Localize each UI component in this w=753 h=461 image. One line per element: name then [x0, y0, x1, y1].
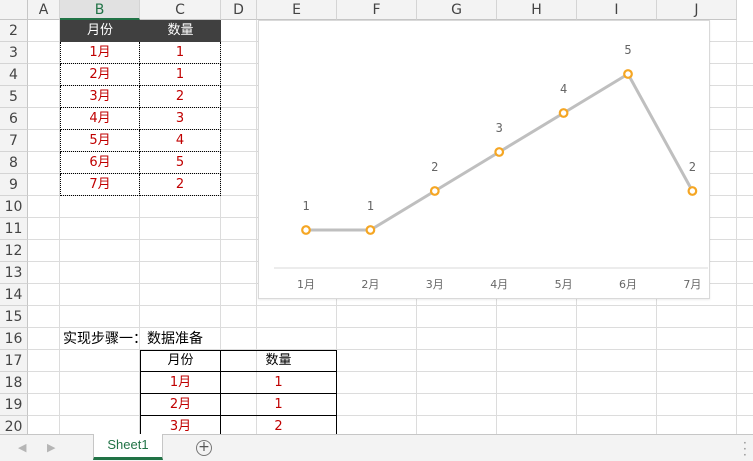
table1-cell[interactable]: 1月	[60, 42, 140, 64]
data-label: 2	[431, 160, 438, 174]
table2-cell[interactable]: 2	[221, 416, 337, 434]
row-header-19[interactable]: 19	[0, 394, 28, 416]
table1-cell[interactable]: 3	[140, 108, 221, 130]
data-label: 4	[560, 82, 567, 96]
table2-cell[interactable]: 1	[221, 372, 337, 394]
row-gridline	[28, 371, 753, 372]
row-gridline	[28, 415, 753, 416]
x-tick-label: 4月	[490, 278, 508, 291]
column-header-i[interactable]: I	[577, 0, 657, 20]
x-tick-label: 3月	[426, 278, 444, 291]
data-point[interactable]	[623, 69, 633, 79]
data-point[interactable]	[687, 186, 698, 196]
x-tick-label: 7月	[683, 278, 701, 291]
row-header-17[interactable]: 17	[0, 350, 28, 372]
row-header-9[interactable]: 9	[0, 174, 28, 196]
row-header-12[interactable]: 12	[0, 240, 28, 262]
column-header-j[interactable]: J	[657, 0, 737, 20]
table2-header-cell[interactable]: 月份	[140, 350, 221, 372]
add-sheet-icon[interactable]: +	[196, 440, 212, 456]
table2-cell[interactable]: 1月	[140, 372, 221, 394]
column-header-f[interactable]: F	[337, 0, 417, 20]
row-header-2[interactable]: 2	[0, 20, 28, 42]
scroll-right-icon[interactable]: ▶	[47, 441, 56, 454]
step-label[interactable]: 实现步骤一：数据准备	[63, 331, 203, 347]
row-gridline	[28, 349, 753, 350]
table1-cell[interactable]: 5月	[60, 130, 140, 152]
table1-cell[interactable]: 2	[140, 86, 221, 108]
row-gridline	[28, 327, 753, 328]
x-tick-label: 6月	[619, 278, 637, 291]
table1-cell[interactable]: 1	[140, 42, 221, 64]
column-gridline	[256, 20, 257, 434]
x-tick-label: 2月	[361, 278, 379, 291]
data-point[interactable]	[558, 108, 569, 118]
row-gridline	[28, 305, 753, 306]
row-header-16[interactable]: 16	[0, 328, 28, 350]
row-header-15[interactable]: 15	[0, 306, 28, 328]
chart-svg: 1 1月 1 2月 2 3月 3 4月 4 5月 5 6月 2 7月	[274, 43, 708, 291]
table2-header-cell[interactable]: 数量	[221, 350, 337, 372]
data-point[interactable]	[494, 147, 505, 157]
column-gridline	[59, 20, 60, 434]
column-header-e[interactable]: E	[257, 0, 337, 20]
row-header-4[interactable]: 4	[0, 64, 28, 86]
sheet-tab-sheet1[interactable]: Sheet1	[93, 434, 163, 460]
row-header-18[interactable]: 18	[0, 372, 28, 394]
table1-cell[interactable]: 3月	[60, 86, 140, 108]
data-label: 1	[302, 199, 309, 213]
table2-cell[interactable]: 3月	[140, 416, 221, 434]
table1-cell[interactable]: 2	[140, 174, 221, 196]
data-label: 5	[624, 43, 631, 57]
spreadsheet-grid[interactable]: A B C D E F G H I J 2 3 4 5 6 7 8 9 10 11 12 13 14 15 16 17 18 19 20…	[0, 0, 753, 434]
data-label: 1	[367, 199, 374, 213]
table1-cell[interactable]: 7月	[60, 174, 140, 196]
x-tick-label: 1月	[297, 278, 315, 291]
column-header-g[interactable]: G	[417, 0, 497, 20]
row-header-11[interactable]: 11	[0, 218, 28, 240]
table1-cell[interactable]: 4	[140, 130, 221, 152]
column-header-d[interactable]: D	[221, 0, 257, 20]
table1-cell[interactable]: 4月	[60, 108, 140, 130]
row-header-6[interactable]: 6	[0, 108, 28, 130]
data-label: 2	[689, 160, 696, 174]
data-point[interactable]	[429, 186, 440, 196]
row-header-7[interactable]: 7	[0, 130, 28, 152]
x-tick-label: 5月	[555, 278, 573, 291]
sheet-tab-bar: ◀ ▶ Sheet1 + · · ·	[0, 434, 753, 461]
line-chart[interactable]: 1 1月 1 2月 2 3月 3 4月 4 5月 5 6月 2 7月	[258, 20, 710, 299]
table1-cell[interactable]: 1	[140, 64, 221, 86]
column-header-a[interactable]: A	[28, 0, 60, 20]
row-header-20[interactable]: 20	[0, 416, 28, 434]
data-label: 3	[496, 121, 503, 135]
table1-cell[interactable]: 5	[140, 152, 221, 174]
table1-header-cell[interactable]: 月份	[60, 20, 140, 42]
table1-cell[interactable]: 6月	[60, 152, 140, 174]
column-header-h[interactable]: H	[497, 0, 577, 20]
row-header-14[interactable]: 14	[0, 284, 28, 306]
data-point[interactable]	[301, 225, 311, 235]
table1-header-cell[interactable]: 数量	[140, 20, 221, 42]
select-all-corner[interactable]	[0, 0, 28, 20]
row-header-3[interactable]: 3	[0, 42, 28, 64]
column-gridline	[736, 20, 737, 434]
column-gridline	[220, 20, 221, 434]
table1-cell[interactable]: 2月	[60, 64, 140, 86]
column-header-b[interactable]: B	[60, 0, 140, 20]
column-gridline	[139, 20, 140, 434]
column-header-c[interactable]: C	[140, 0, 221, 20]
row-header-13[interactable]: 13	[0, 262, 28, 284]
row-header-10[interactable]: 10	[0, 196, 28, 218]
row-header-5[interactable]: 5	[0, 86, 28, 108]
more-options-icon[interactable]: · · ·	[743, 436, 747, 461]
table2-cell[interactable]: 1	[221, 394, 337, 416]
data-point[interactable]	[365, 225, 376, 235]
scroll-left-icon[interactable]: ◀	[18, 441, 27, 454]
row-header-8[interactable]: 8	[0, 152, 28, 174]
table2-cell[interactable]: 2月	[140, 394, 221, 416]
row-gridline	[28, 393, 753, 394]
